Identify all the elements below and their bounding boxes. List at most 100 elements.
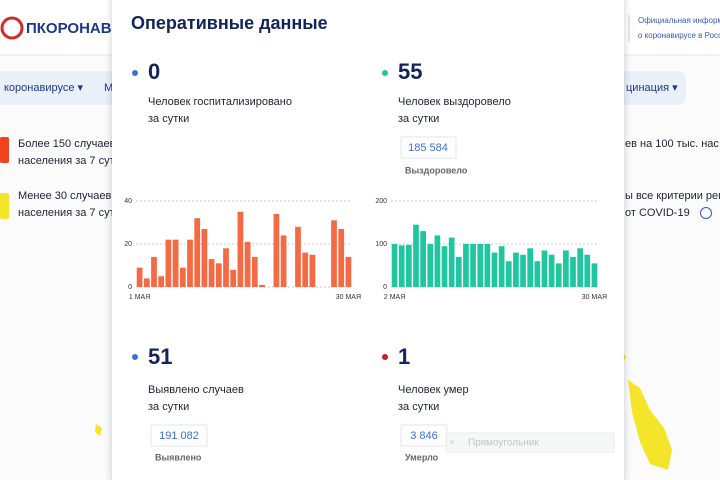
bar — [555, 263, 562, 287]
legend-text: ы все критерии рег — [625, 190, 720, 202]
stat-value: 51 — [148, 344, 172, 369]
bar — [563, 250, 569, 287]
bar — [237, 211, 244, 287]
total-label: Выявлено — [155, 452, 202, 462]
stat-label: за сутки — [398, 113, 439, 125]
y-tick-label: 0 — [128, 284, 132, 291]
bar — [520, 254, 526, 287]
header-info: Официальная информ — [638, 16, 720, 25]
nav-item[interactable]: цинация ▾ — [626, 82, 678, 94]
total-value: 191 082 — [159, 430, 199, 442]
bar — [273, 213, 280, 287]
stat-dot — [132, 70, 138, 76]
legend-swatch — [0, 137, 9, 163]
bar — [577, 248, 584, 287]
bar — [391, 244, 398, 287]
legend-text: населения за 7 сут — [18, 155, 115, 167]
bar — [165, 239, 172, 287]
x-tick-label: 1 МАЯ — [129, 294, 150, 301]
bar — [194, 218, 201, 287]
bar — [491, 252, 498, 287]
stat-label: за сутки — [148, 401, 189, 413]
bar — [309, 254, 316, 287]
bar — [251, 256, 258, 287]
bar — [405, 244, 412, 287]
bar — [420, 231, 426, 287]
legend-text: населения за 7 сут — [18, 207, 115, 219]
map-shape — [619, 352, 672, 470]
x-tick-label: 2 МАЯ — [384, 294, 405, 301]
stat-label: за сутки — [398, 401, 439, 413]
y-tick-label: 20 — [124, 241, 132, 248]
bar — [398, 245, 405, 287]
x-tick-label: 30 МАЯ — [582, 294, 607, 301]
bar — [534, 261, 541, 287]
stat-value: 55 — [398, 59, 422, 84]
bar — [434, 235, 441, 287]
stat-label: Человек выздоровело — [398, 96, 511, 108]
total-label: Умерло — [405, 452, 439, 462]
bar — [484, 244, 491, 287]
bar — [201, 228, 208, 287]
nav-item[interactable]: М — [104, 82, 113, 94]
bar — [230, 269, 237, 287]
bar — [441, 246, 448, 287]
bar — [541, 250, 548, 287]
overlay-label[interactable]: Прямоугольник — [468, 438, 539, 449]
legend-swatch — [0, 193, 9, 219]
bar — [331, 220, 337, 287]
bar — [570, 256, 576, 287]
total-box — [400, 136, 457, 159]
bar — [172, 239, 179, 287]
logo: ПКОРОНАВИ — [26, 20, 122, 37]
overlay-label[interactable]: × — [450, 438, 455, 447]
bar — [463, 244, 469, 287]
y-tick-label: 200 — [375, 198, 387, 205]
total-label: Выздоровело — [405, 165, 468, 175]
stat-label: Выявлено случаев — [148, 384, 244, 396]
bar — [513, 252, 519, 287]
logo-icon — [0, 16, 24, 40]
help-icon[interactable] — [700, 207, 712, 219]
bar — [223, 248, 229, 287]
bar — [158, 276, 165, 287]
overlay-box[interactable] — [445, 432, 615, 453]
legend-text: Более 150 случаев — [18, 138, 116, 150]
header-info: о коронавирусе в Росс — [638, 31, 720, 40]
bar — [548, 254, 555, 287]
bar — [413, 224, 419, 287]
bar — [345, 256, 352, 287]
bar — [591, 263, 598, 287]
y-tick-label: 0 — [383, 284, 387, 291]
legend-text: Менее 30 случаев — [18, 190, 111, 202]
x-tick-label: 30 МАЯ — [336, 294, 361, 301]
bar — [295, 226, 301, 287]
y-tick-label: 100 — [375, 241, 387, 248]
nav-pill[interactable] — [0, 71, 115, 105]
stat-value: 0 — [148, 59, 160, 84]
map-shape — [95, 424, 102, 436]
bar — [584, 254, 591, 287]
bar — [244, 241, 251, 287]
bar — [448, 237, 455, 287]
bar — [470, 244, 476, 287]
nav-item[interactable]: коронавирусе ▾ — [4, 82, 84, 94]
stat-label: Человек госпитализировано — [148, 96, 292, 108]
legend-text: от COVID-19 — [625, 207, 690, 219]
total-box — [150, 424, 208, 447]
stat-value: 1 — [398, 344, 410, 369]
bar — [427, 244, 434, 287]
panel: Оперативные данные 0 Человек госпитализи… — [112, 0, 624, 480]
bar — [280, 235, 287, 287]
legend-text: ев на 100 тыс. нас — [625, 138, 719, 150]
bar — [338, 228, 345, 287]
bar — [302, 252, 309, 287]
bar — [259, 284, 265, 287]
bar — [215, 263, 222, 287]
y-tick-label: 40 — [124, 198, 132, 205]
panel-title: Оперативные данные — [131, 13, 328, 33]
bar — [477, 244, 484, 287]
stat-label: за сутки — [148, 113, 189, 125]
total-value: 3 846 — [410, 430, 438, 442]
